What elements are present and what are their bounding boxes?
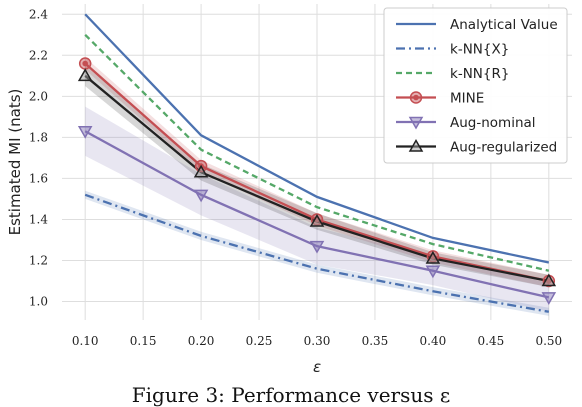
line-aug-nominal — [84, 130, 550, 299]
legend-label-aug-regularized: Aug-regularized — [450, 140, 557, 156]
point-aug-regularized — [541, 273, 557, 287]
y-tick-label: 2.0 — [29, 89, 48, 103]
x-tick-label: 0.15 — [130, 334, 157, 348]
y-axis-label: Estimated MI (nats) — [6, 89, 24, 236]
legend-label-mine: MINE — [450, 91, 484, 107]
x-tick-label: 0.50 — [535, 334, 562, 348]
point-aug-nominal — [309, 240, 325, 254]
y-tick-label: 1.8 — [29, 130, 48, 144]
y-tick-label: 2.4 — [29, 7, 48, 21]
x-tick-label: 0.45 — [478, 334, 505, 348]
point-aug-nominal — [77, 125, 93, 139]
figure-caption: Figure 3: Performance versus ε — [131, 383, 451, 407]
point-aug-regularized — [77, 68, 93, 82]
legend: Analytical Value k-NN{X} k-NN{R} MINE Aug-no… — [383, 7, 568, 164]
mi-line-chart: 0.10 0.15 0.20 0.25 0.30 0.35 0.40 0.45 0.50 1.0… — [6, 4, 572, 376]
series-lines — [84, 13, 550, 313]
point-aug-regularized — [193, 164, 209, 178]
line-k-nn-x — [84, 193, 550, 313]
point-aug-nominal — [193, 189, 209, 203]
legend-marker-mine — [409, 91, 423, 104]
point-aug-nominal — [425, 265, 441, 279]
legend-marker-aug-nominal — [408, 116, 424, 130]
line-k-nn-r — [84, 33, 550, 272]
x-tick-label: 0.25 — [246, 334, 273, 348]
x-tick-label: 0.30 — [304, 334, 331, 348]
y-tick-labels: 1.0 1.2 1.4 1.6 1.8 2.0 2.2 2.4 — [29, 7, 48, 308]
x-tick-label: 0.20 — [188, 334, 215, 348]
x-tick-label: 0.10 — [72, 334, 99, 348]
x-tick-label: 0.40 — [420, 334, 447, 348]
line-analytical-value — [84, 13, 550, 264]
legend-label-k-nn-r: k-NN{R} — [450, 66, 509, 82]
x-tick-labels: 0.10 0.15 0.20 0.25 0.30 0.35 0.40 0.45 0.50 — [72, 334, 562, 348]
y-tick-label: 1.6 — [29, 171, 48, 185]
point-mine — [78, 57, 92, 70]
x-tick-label: 0.35 — [362, 334, 389, 348]
series-markers — [77, 57, 557, 305]
point-aug-nominal — [541, 292, 557, 305]
x-axis-label: ε — [313, 358, 321, 376]
legend-box — [383, 7, 568, 164]
point-aug-regularized — [309, 213, 325, 227]
y-tick-label: 1.0 — [29, 295, 48, 309]
legend-label-analytical-value: Analytical Value — [450, 17, 558, 33]
legend-marker-aug-regularized — [408, 138, 424, 152]
y-tick-label: 1.2 — [29, 253, 48, 267]
legend-label-aug-nominal: Aug-nominal — [450, 115, 536, 131]
legend-label-k-nn-x: k-NN{X} — [450, 42, 509, 58]
y-tick-label: 1.4 — [29, 212, 48, 226]
y-tick-label: 2.2 — [29, 48, 48, 62]
point-aug-regularized — [425, 250, 441, 264]
